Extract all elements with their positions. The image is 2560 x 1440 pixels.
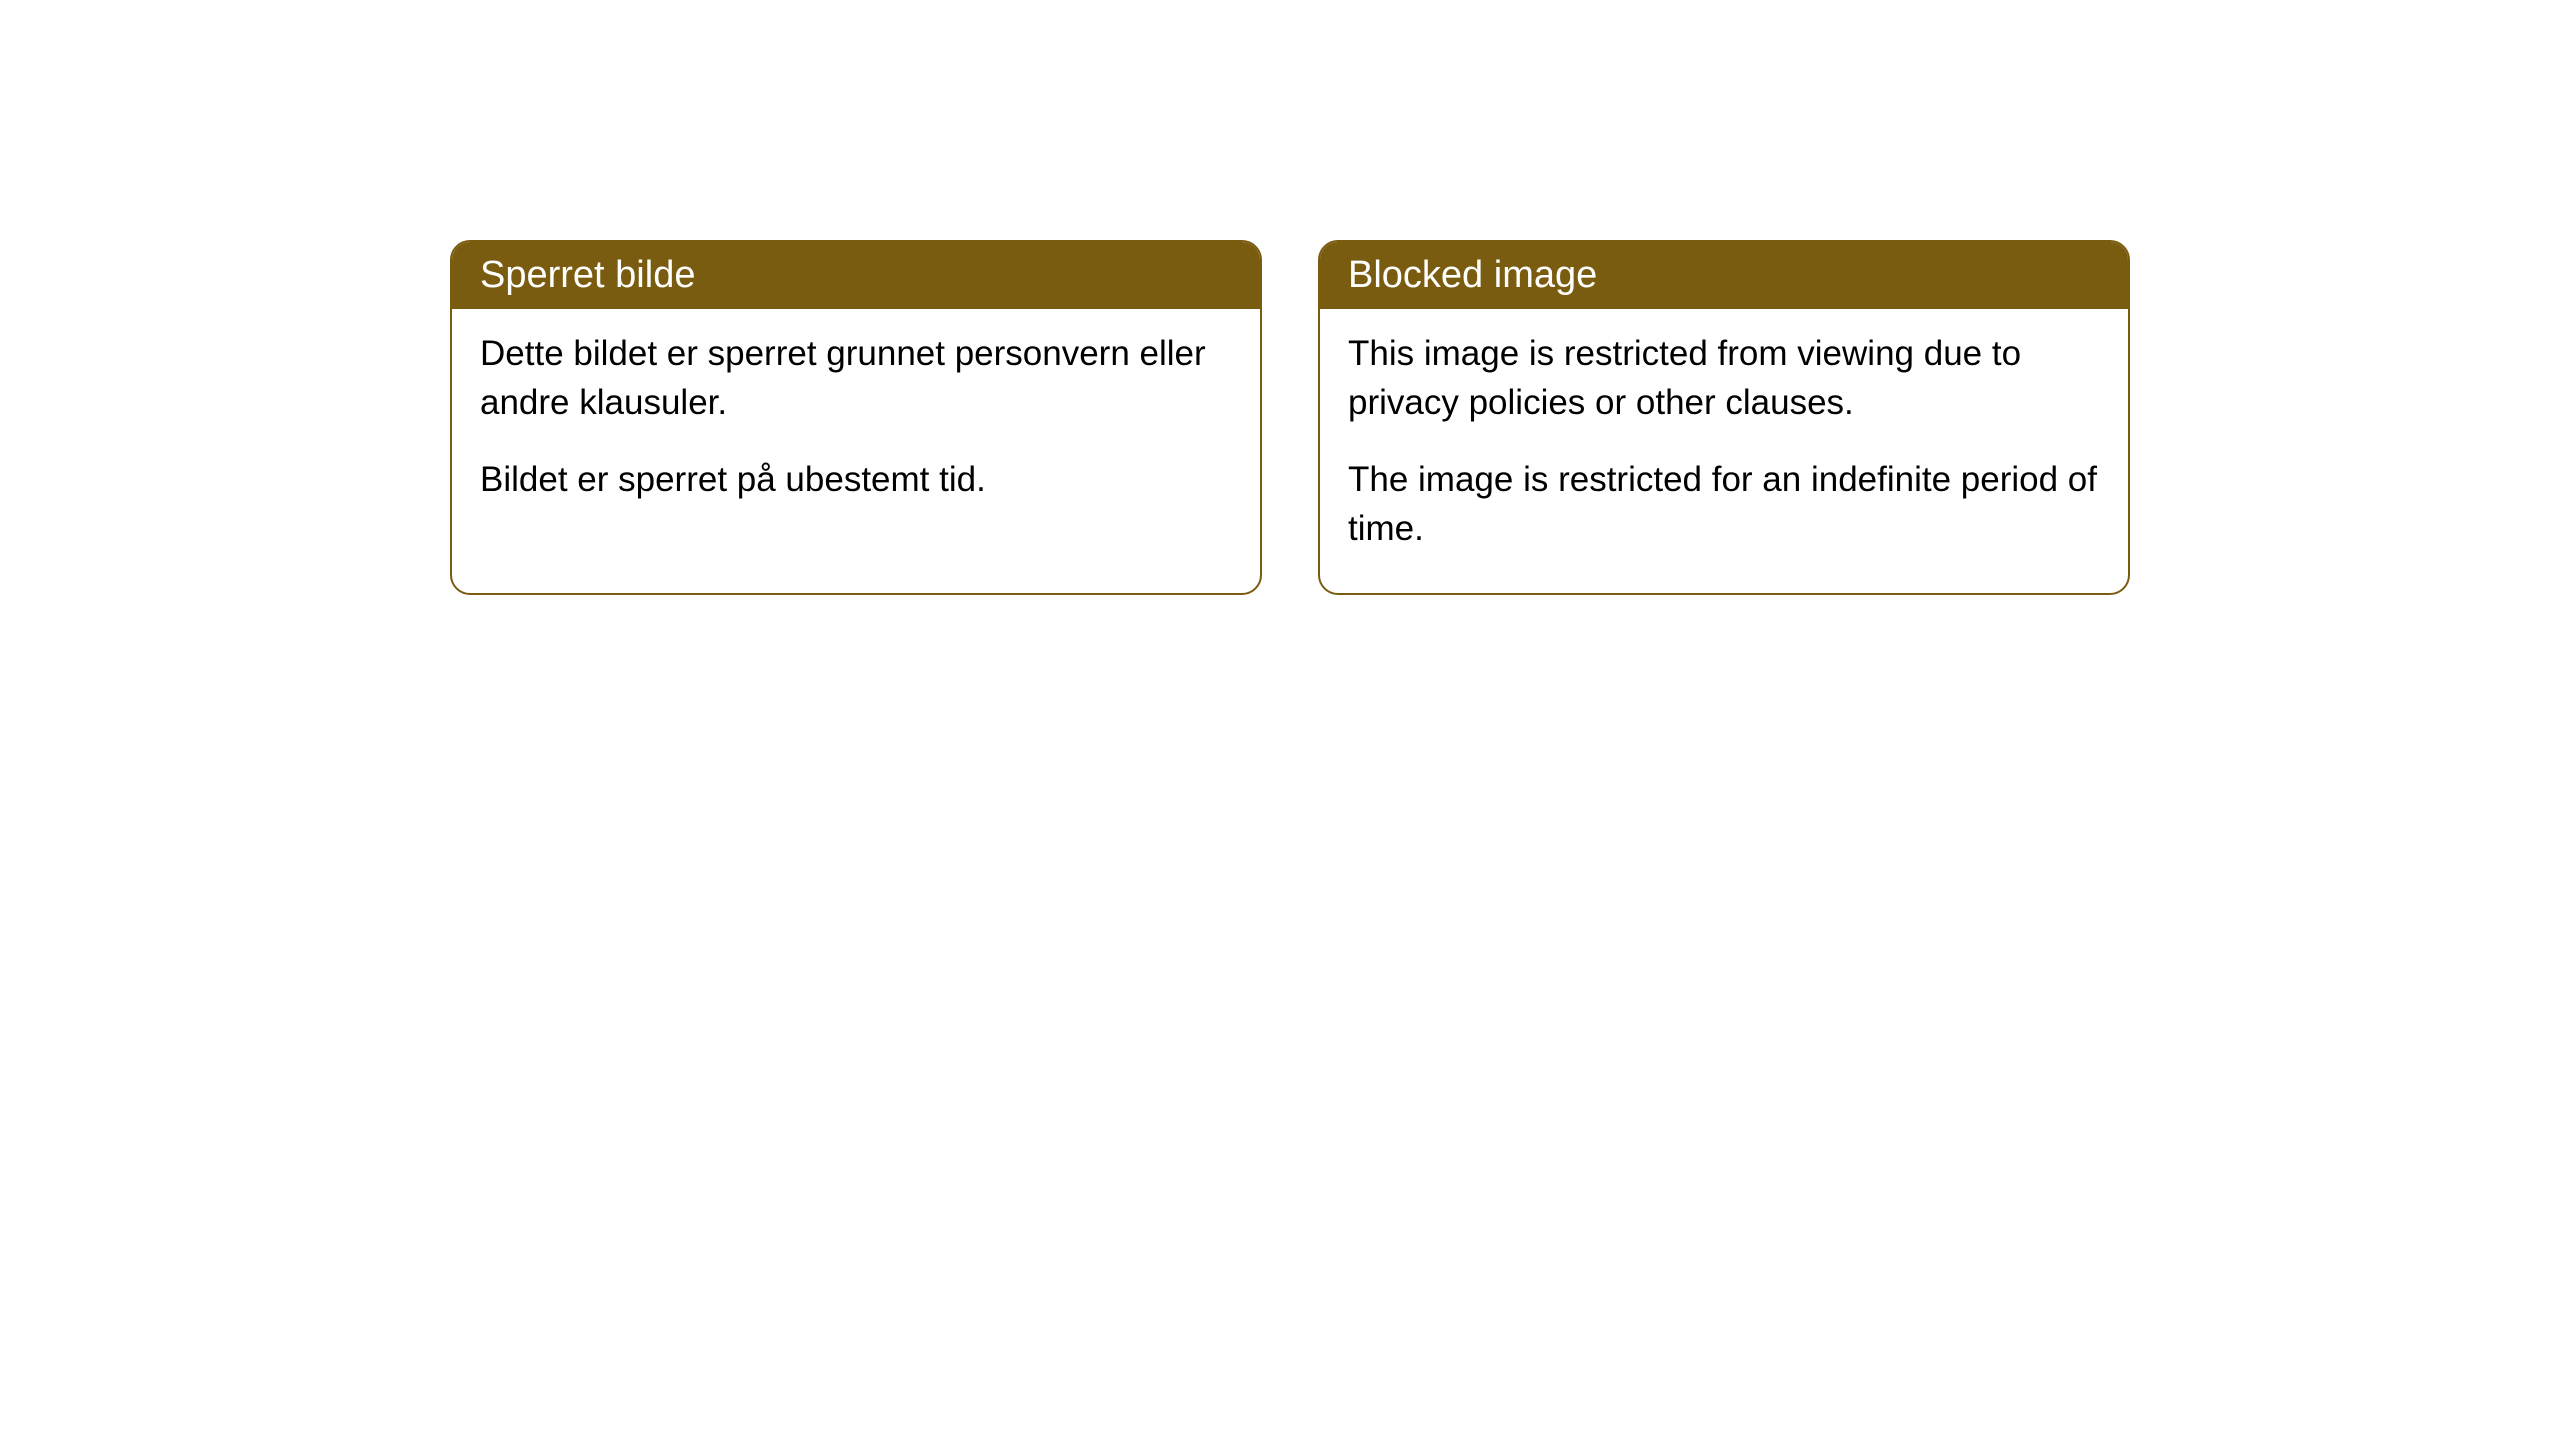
card-title: Blocked image	[1348, 254, 1597, 296]
card-paragraph-1: This image is restricted from viewing du…	[1348, 329, 2100, 427]
card-paragraph-2: The image is restricted for an indefinit…	[1348, 455, 2100, 553]
blocked-image-card-english: Blocked image This image is restricted f…	[1318, 240, 2130, 595]
card-title: Sperret bilde	[480, 254, 695, 296]
blocked-image-card-norwegian: Sperret bilde Dette bildet er sperret gr…	[450, 240, 1262, 595]
card-header-norwegian: Sperret bilde	[452, 242, 1260, 309]
card-body-english: This image is restricted from viewing du…	[1320, 309, 2128, 593]
card-header-english: Blocked image	[1320, 242, 2128, 309]
card-paragraph-1: Dette bildet er sperret grunnet personve…	[480, 329, 1232, 427]
notice-cards-container: Sperret bilde Dette bildet er sperret gr…	[450, 240, 2130, 595]
card-body-norwegian: Dette bildet er sperret grunnet personve…	[452, 309, 1260, 544]
card-paragraph-2: Bildet er sperret på ubestemt tid.	[480, 455, 1232, 504]
